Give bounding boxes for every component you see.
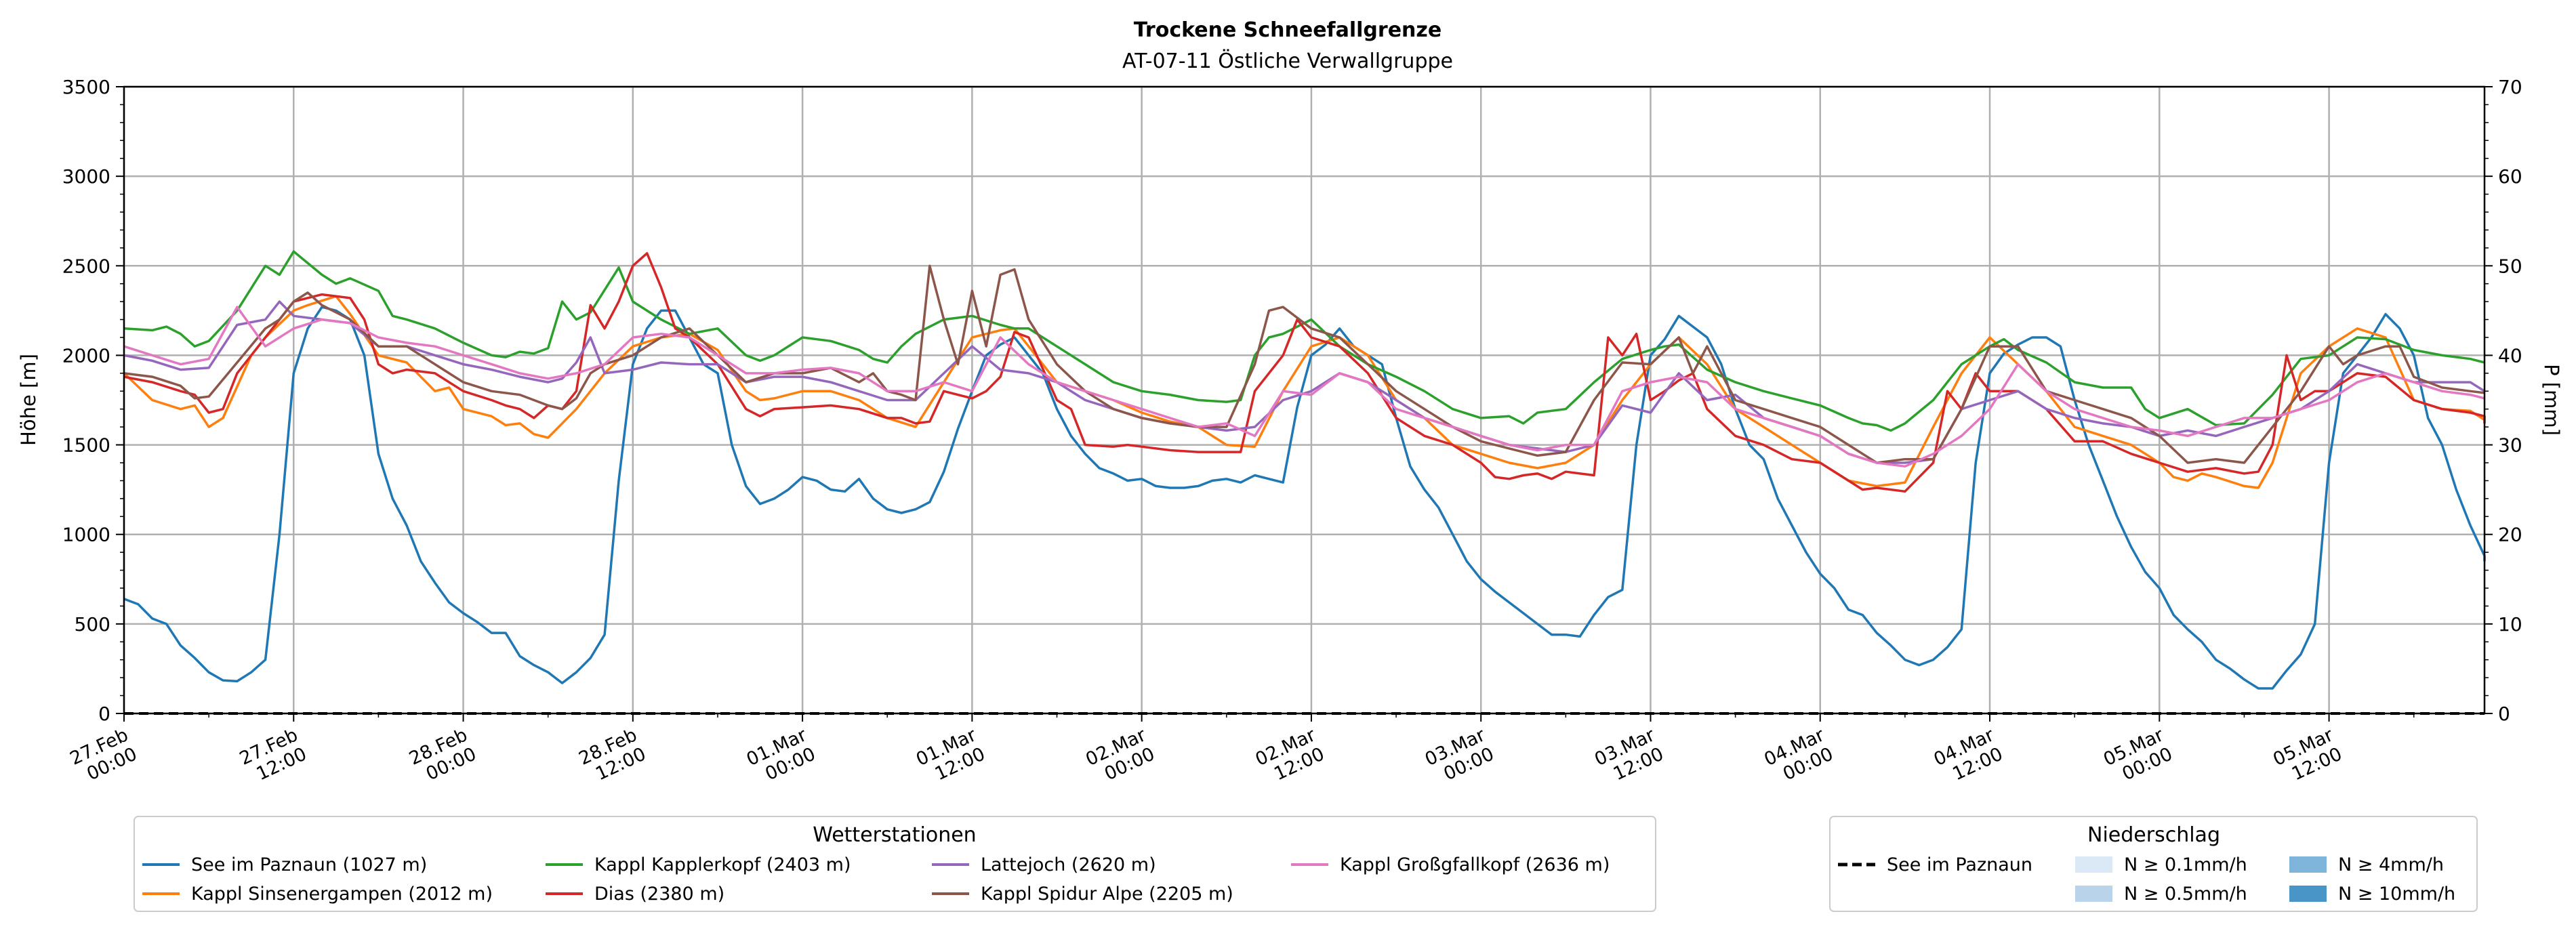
legend-label-0: See im Paznaun (1027 m) <box>191 854 427 875</box>
precip-legend-label-0: See im Paznaun <box>1887 854 2032 875</box>
precip-legend-title: Niederschlag <box>2087 823 2220 847</box>
legend-label-3: Dias (2380 m) <box>594 884 724 905</box>
y-tick-label: 500 <box>75 613 110 636</box>
series-line-3 <box>123 252 2486 493</box>
y2-tick-label: 70 <box>2498 76 2522 98</box>
y2-tick-label: 30 <box>2498 434 2522 457</box>
y2-tick-label: 0 <box>2498 703 2510 725</box>
y-axis-label: Höhe [m] <box>17 354 40 446</box>
stations-legend: Wetterstationen See im Paznaun (1027 m) K… <box>134 816 1656 912</box>
y-tick-label: 0 <box>98 703 110 725</box>
precip-legend-swatch-4 <box>2289 886 2327 902</box>
y-tick-label: 2000 <box>62 344 110 367</box>
series-line-6 <box>123 306 2485 468</box>
y2-tick-label: 40 <box>2498 344 2522 367</box>
legend-label-2: Kappl Kapplerkopf (2403 m) <box>594 854 851 875</box>
series-line-0 <box>123 306 2486 690</box>
precip-legend-swatch-3 <box>2289 856 2327 873</box>
precip-legend-swatch-1 <box>2075 856 2112 873</box>
y2-tick-label: 50 <box>2498 255 2522 277</box>
y2-tick-label: 60 <box>2498 165 2522 188</box>
stations-legend-title: Wetterstationen <box>813 823 976 847</box>
plot-frame <box>123 85 2486 715</box>
series-line-5 <box>123 264 2485 464</box>
y2-axis-label: P [mm] <box>2540 364 2563 436</box>
series-line-2 <box>123 250 2485 432</box>
y-tick-label: 1000 <box>62 524 110 546</box>
y-tick-label: 1500 <box>62 434 110 457</box>
y2-tick-label: 10 <box>2498 613 2522 636</box>
y-tick-label: 3500 <box>62 76 110 98</box>
precip-legend: Niederschlag See im Paznaun N ≥ 0.1mm/h N … <box>1829 816 2478 912</box>
legend-label-5: Kappl Spidur Alpe (2205 m) <box>981 884 1233 905</box>
precip-legend-swatch-2 <box>2075 886 2112 902</box>
series-line-1 <box>123 295 2485 489</box>
stations-legend-box <box>134 816 1656 912</box>
y-tick-label: 2500 <box>62 255 110 277</box>
legend-label-6: Kappl Großgfallkopf (2636 m) <box>1340 854 1610 875</box>
chart-title: Trockene Schneefallgrenze <box>1134 18 1442 42</box>
legend-label-4: Lattejoch (2620 m) <box>981 854 1156 875</box>
y2-tick-label: 20 <box>2498 524 2522 546</box>
legend-label-1: Kappl Sinsenergampen (2012 m) <box>191 884 493 905</box>
precip-legend-label-3: N ≥ 4mm/h <box>2338 854 2444 875</box>
precip-legend-label-1: N ≥ 0.1mm/h <box>2124 854 2247 875</box>
y-tick-label: 3000 <box>62 165 110 188</box>
chart-subtitle: AT-07-11 Östliche Verwallgruppe <box>1122 49 1453 73</box>
series-lines <box>123 250 2486 690</box>
grid <box>123 85 2485 715</box>
precip-legend-label-4: N ≥ 10mm/h <box>2338 884 2455 905</box>
precip-legend-label-2: N ≥ 0.5mm/h <box>2124 884 2247 905</box>
